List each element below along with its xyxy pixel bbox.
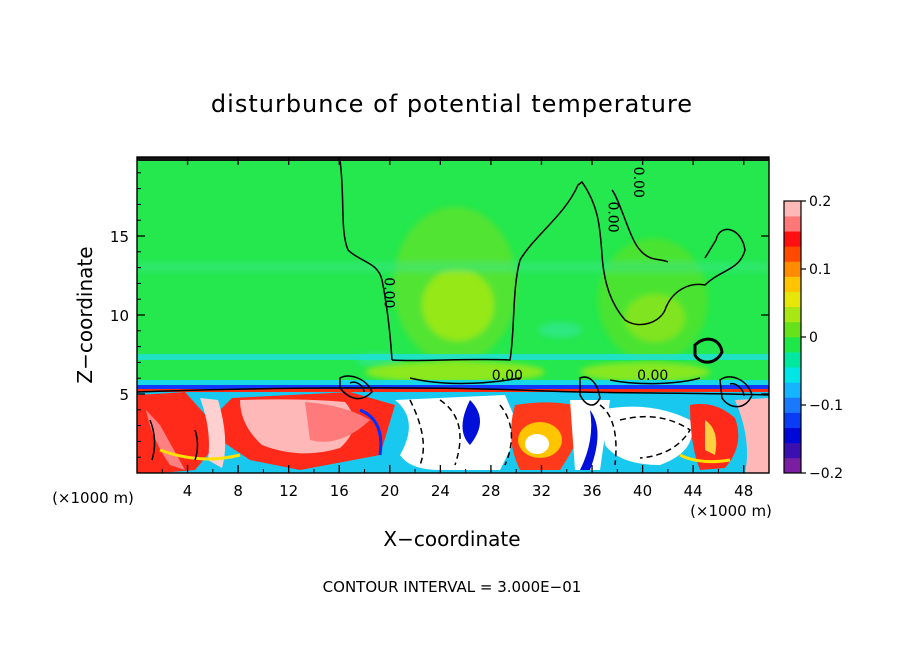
inversion-band-cyan: [137, 380, 769, 385]
lower-turbulent-layer: [137, 392, 769, 473]
inversion-band-red: [137, 389, 769, 392]
x-tick-label: 16: [330, 482, 349, 500]
colorbar-tick-label: 0.2: [809, 194, 831, 210]
x-tick-label: 8: [233, 482, 243, 500]
x-tick-label: 40: [633, 482, 652, 500]
colorbar-swatch: [784, 427, 801, 444]
colorbar-swatch: [784, 246, 801, 262]
colorbar-swatch: [784, 231, 801, 247]
colorbar-tick-label: 0.1: [809, 262, 831, 278]
colorbar-swatch: [784, 276, 801, 292]
colorbar-swatch: [784, 306, 801, 323]
x-axis: 4 8 12 16 20 24 28 32 36 40 44 48: [161, 157, 753, 500]
colorbar-swatch: [784, 457, 801, 474]
y-tick-label: 5: [119, 386, 129, 404]
colorbar-swatch: [784, 201, 801, 217]
x-tick-label: 4: [183, 482, 193, 500]
colorbar-swatch: [784, 382, 801, 398]
x-tick-label: 20: [380, 482, 399, 500]
y-unit-label: (×1000 m): [52, 489, 134, 507]
colorbar-swatch: [784, 397, 801, 413]
colorbar-swatch: [784, 337, 801, 353]
contour-label: 0.00: [630, 167, 646, 198]
contour-labels: 0.00 0.00 0.00 0.00 0.00: [381, 167, 669, 384]
contour-interval-note: CONTOUR INTERVAL = 3.000E−01: [323, 578, 582, 596]
contour-lines: [137, 159, 769, 466]
lower-contours: [409, 399, 692, 466]
x-tick-label: 32: [532, 482, 551, 500]
y-tick-label: 10: [110, 307, 129, 325]
y-axis-label: Z−coordinate: [73, 246, 97, 383]
colorbar-swatch: [784, 367, 801, 383]
x-tick-label: 36: [582, 482, 601, 500]
inversion-contour: [137, 387, 769, 396]
colorbar: 0.2 0.1 0 −0.1 −0.2: [783, 194, 843, 482]
colorbar-swatch: [784, 321, 801, 338]
colorbar-swatch: [784, 261, 801, 277]
heatmap-field: [137, 157, 769, 473]
inversion-band-blue: [137, 385, 769, 389]
x-axis-label: X−coordinate: [383, 527, 520, 551]
upper-positive-anomaly: [137, 207, 769, 367]
y-axis: 5 10 15: [110, 172, 769, 458]
contour-label: 0.00: [492, 368, 523, 384]
colorbar-swatch: [784, 291, 801, 308]
zero-contour-mid: [391, 180, 746, 362]
colorbar-swatch: [784, 216, 801, 232]
contour-label: 0.00: [604, 201, 620, 232]
zero-contour-upper-right: [611, 189, 669, 263]
x-tick-label: 44: [684, 482, 703, 500]
chart-title: disturbunce of potential temperature: [211, 90, 693, 118]
zero-contour-left: [339, 159, 393, 361]
mid-band-cyan: [137, 354, 769, 360]
turbulent-contour-clusters: [149, 337, 753, 461]
contour-label: 0.00: [637, 368, 668, 384]
colorbar-swatch: [784, 442, 801, 459]
colorbar-tick-label: 0: [809, 330, 818, 346]
x-tick-label: 24: [431, 482, 450, 500]
x-tick-label: 48: [734, 482, 753, 500]
colorbar-tick-label: −0.2: [809, 466, 843, 482]
contour-label: 0.00: [381, 277, 397, 308]
zero-contour-lower: [409, 377, 701, 385]
x-tick-label: 12: [279, 482, 298, 500]
top-boundary-band: [137, 157, 769, 161]
colorbar-tick-label: −0.1: [809, 398, 843, 414]
x-tick-label: 28: [481, 482, 500, 500]
x-unit-label: (×1000 m): [690, 502, 772, 520]
colorbar-swatch: [784, 412, 801, 428]
y-tick-label: 15: [110, 228, 129, 246]
colorbar-swatch: [784, 352, 801, 368]
